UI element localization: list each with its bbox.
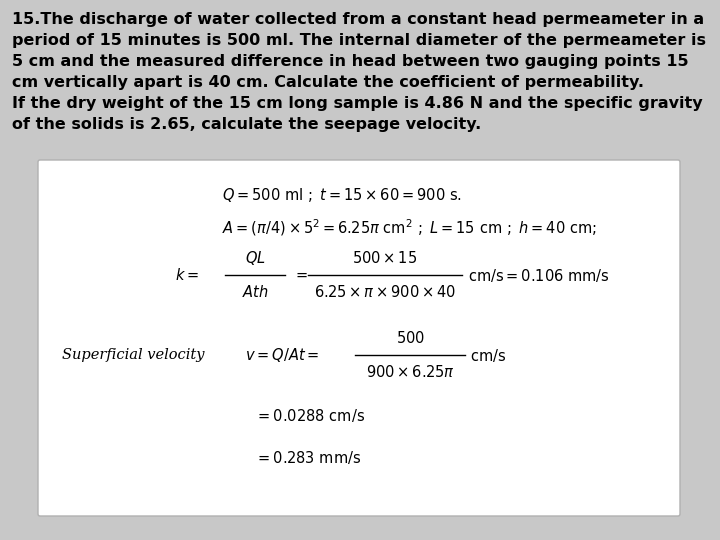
- Text: $= 0.283\ \mathrm{mm/s}$: $= 0.283\ \mathrm{mm/s}$: [255, 449, 361, 467]
- Text: $\mathrm{cm/s}$: $\mathrm{cm/s}$: [470, 347, 506, 363]
- Text: 15.The discharge of water collected from a constant head permeameter in a: 15.The discharge of water collected from…: [12, 12, 704, 27]
- Text: $A = (\pi/4) \times 5^2 = 6.25\pi\ \mathrm{cm}^2\ ;\ L = 15\ \mathrm{cm}\ ;\ h =: $A = (\pi/4) \times 5^2 = 6.25\pi\ \math…: [222, 218, 597, 238]
- Text: period of 15 minutes is 500 ml. The internal diameter of the permeameter is: period of 15 minutes is 500 ml. The inte…: [12, 33, 706, 48]
- Text: $900 \times 6.25\pi$: $900 \times 6.25\pi$: [366, 364, 454, 380]
- Text: cm vertically apart is 40 cm. Calculate the coefficient of permeability.: cm vertically apart is 40 cm. Calculate …: [12, 75, 644, 90]
- Text: 5 cm and the measured difference in head between two gauging points 15: 5 cm and the measured difference in head…: [12, 54, 688, 69]
- Text: of the solids is 2.65, calculate the seepage velocity.: of the solids is 2.65, calculate the see…: [12, 117, 481, 132]
- Text: $500$: $500$: [395, 330, 425, 346]
- Text: $=$: $=$: [293, 268, 308, 282]
- Text: $6.25 \times \pi \times 900 \times 40$: $6.25 \times \pi \times 900 \times 40$: [314, 284, 456, 300]
- Text: $500 \times 15$: $500 \times 15$: [352, 250, 418, 266]
- Text: $k =$: $k =$: [175, 267, 199, 283]
- Text: $= 0.0288\ \mathrm{cm/s}$: $= 0.0288\ \mathrm{cm/s}$: [255, 407, 365, 423]
- Text: $Ath$: $Ath$: [242, 284, 269, 300]
- FancyBboxPatch shape: [38, 160, 680, 516]
- Text: $Q = 500\ \mathrm{ml}\ ;\ t = 15 \times 60 = 900\ \mathrm{s.}$: $Q = 500\ \mathrm{ml}\ ;\ t = 15 \times …: [222, 186, 462, 204]
- Text: $QL$: $QL$: [245, 249, 266, 267]
- Text: $\mathrm{cm/s} = 0.106\ \mathrm{mm/s}$: $\mathrm{cm/s} = 0.106\ \mathrm{mm/s}$: [468, 267, 610, 284]
- Text: $v = Q/At =$: $v = Q/At =$: [245, 346, 319, 364]
- Text: If the dry weight of the 15 cm long sample is 4.86 N and the specific gravity: If the dry weight of the 15 cm long samp…: [12, 96, 703, 111]
- Text: Superficial velocity: Superficial velocity: [62, 348, 204, 362]
